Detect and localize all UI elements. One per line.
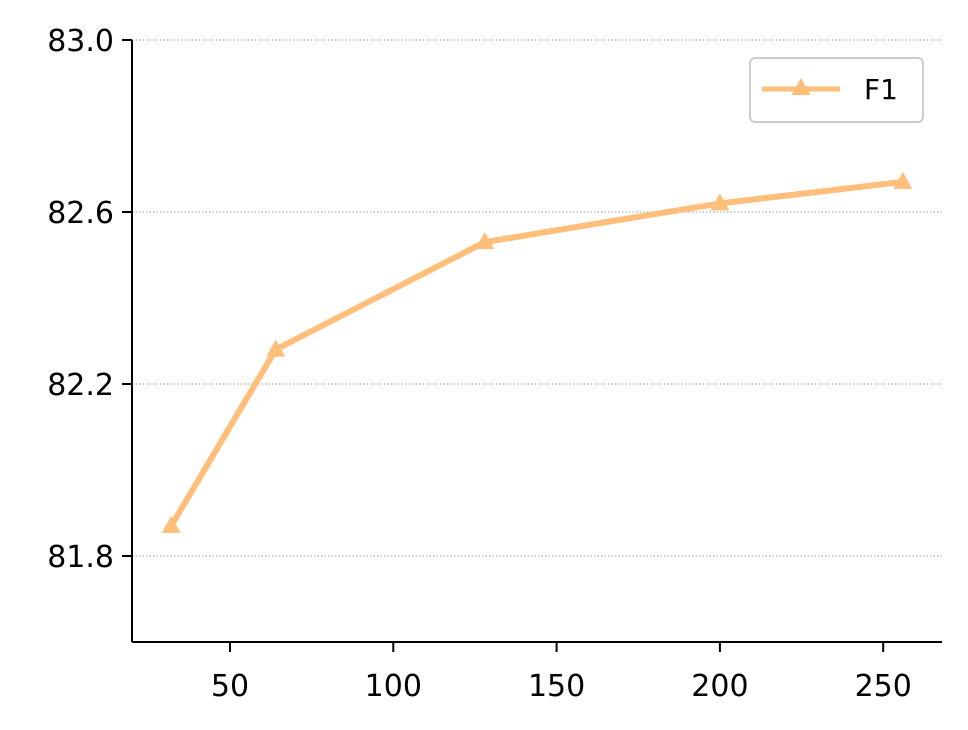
legend-label: F1 [864,73,898,106]
y-tick-label: 82.2 [47,368,114,403]
y-ticks: 81.8 82.2 82.6 83.0 [47,24,132,575]
data-point-marker [161,515,181,533]
y-tick-label: 83.0 [47,24,114,59]
x-tick-label: 250 [855,669,912,704]
x-tick-label: 150 [528,669,585,704]
legend: F1 [749,57,924,123]
x-tick-label: 50 [211,669,249,704]
legend-marker [791,78,811,95]
series-layer [161,171,913,533]
data-point-marker [893,171,913,189]
y-tick-label: 81.8 [47,540,114,575]
x-ticks: 50 100 150 200 250 [211,642,912,704]
axes [131,40,942,643]
data-point-marker [266,339,286,357]
y-tick-label: 82.6 [47,196,114,231]
x-tick-label: 100 [365,669,422,704]
x-tick-label: 200 [691,669,748,704]
data-point-marker [475,232,495,250]
data-point-marker [710,193,730,211]
